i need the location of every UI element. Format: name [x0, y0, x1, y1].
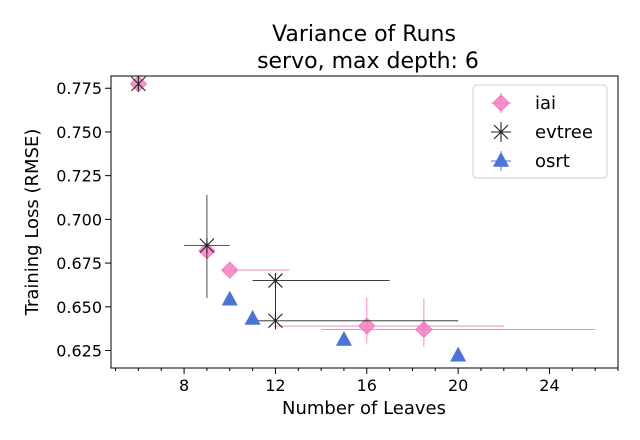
chart-title: Variance of Runs: [272, 22, 456, 47]
x-axis-ticks: 8 12 16 20 24: [115, 368, 619, 395]
legend-entry-iai: iai: [491, 93, 556, 114]
osrt-point: [335, 330, 352, 346]
legend-label-iai: iai: [535, 93, 556, 114]
y-tick-label: 0.750: [56, 123, 102, 142]
osrt-point: [221, 290, 238, 306]
y-axis-ticks: 0.625 0.650 0.675 0.700 0.725 0.750 0.775: [56, 79, 111, 361]
osrt-point: [244, 309, 261, 325]
legend: iai evtree osrt: [472, 84, 608, 179]
evtree-point: [268, 313, 283, 329]
legend-marker-osrt: [492, 151, 510, 167]
legend-entry-osrt: osrt: [491, 151, 570, 172]
legend-entry-evtree: evtree: [491, 122, 593, 143]
x-axis-label: Number of Leaves: [282, 398, 446, 419]
chart-subtitle: servo, max depth: 6: [257, 49, 479, 74]
series-osrt: [221, 290, 467, 362]
y-tick-label: 0.775: [56, 79, 102, 98]
plot-frame: [110, 75, 619, 369]
x-tick-label: 8: [179, 376, 189, 395]
legend-marker-evtree: [493, 124, 509, 140]
series-iai: [129, 75, 596, 348]
x-tick-label: 24: [539, 376, 559, 395]
x-tick-label: 16: [357, 376, 377, 395]
iai-point: [415, 320, 433, 339]
legend-label-osrt: osrt: [535, 151, 570, 172]
iai-point: [221, 261, 239, 279]
y-tick-label: 0.625: [56, 342, 102, 361]
y-tick-label: 0.650: [56, 298, 102, 317]
series-evtree: [131, 76, 459, 330]
y-tick-label: 0.675: [56, 254, 102, 273]
y-tick-label: 0.700: [56, 210, 102, 229]
evtree-point: [199, 237, 215, 254]
legend-box: [472, 84, 608, 179]
legend-label-evtree: evtree: [535, 122, 593, 143]
osrt-point: [450, 346, 467, 362]
x-tick-label: 12: [265, 376, 285, 395]
y-tick-label: 0.725: [56, 167, 102, 186]
data-layer: [129, 75, 596, 362]
y-axis-label: Training Loss (RMSE): [22, 129, 43, 317]
iai-point: [358, 317, 376, 335]
legend-marker-iai: [492, 94, 510, 112]
evtree-point: [131, 76, 146, 92]
x-tick-label: 20: [448, 376, 468, 395]
